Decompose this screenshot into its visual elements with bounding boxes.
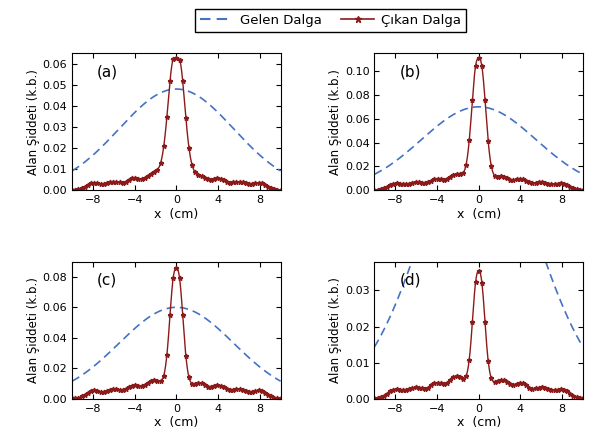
Text: (a): (a) [97, 64, 118, 79]
X-axis label: x  (cm): x (cm) [154, 416, 198, 429]
Text: (c): (c) [97, 272, 117, 288]
Y-axis label: Alan Şiddeti (k.b.): Alan Şiddeti (k.b.) [26, 69, 40, 175]
X-axis label: x  (cm): x (cm) [154, 208, 198, 221]
X-axis label: x  (cm): x (cm) [457, 416, 501, 429]
Text: (d): (d) [400, 272, 421, 288]
Y-axis label: Alan Şiddeti (k.b.): Alan Şiddeti (k.b.) [329, 277, 342, 383]
Legend: Gelen Dalga, Çıkan Dalga: Gelen Dalga, Çıkan Dalga [195, 9, 466, 32]
Text: (b): (b) [400, 64, 421, 79]
Y-axis label: Alan Şiddeti (k.b.): Alan Şiddeti (k.b.) [329, 69, 342, 175]
X-axis label: x  (cm): x (cm) [457, 208, 501, 221]
Y-axis label: Alan Şiddeti (k.b.): Alan Şiddeti (k.b.) [26, 277, 40, 383]
